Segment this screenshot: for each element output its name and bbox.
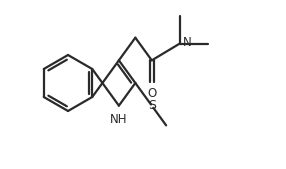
- Text: N: N: [183, 36, 192, 49]
- Text: S: S: [148, 99, 156, 112]
- Text: NH: NH: [110, 113, 128, 126]
- Text: O: O: [147, 87, 156, 100]
